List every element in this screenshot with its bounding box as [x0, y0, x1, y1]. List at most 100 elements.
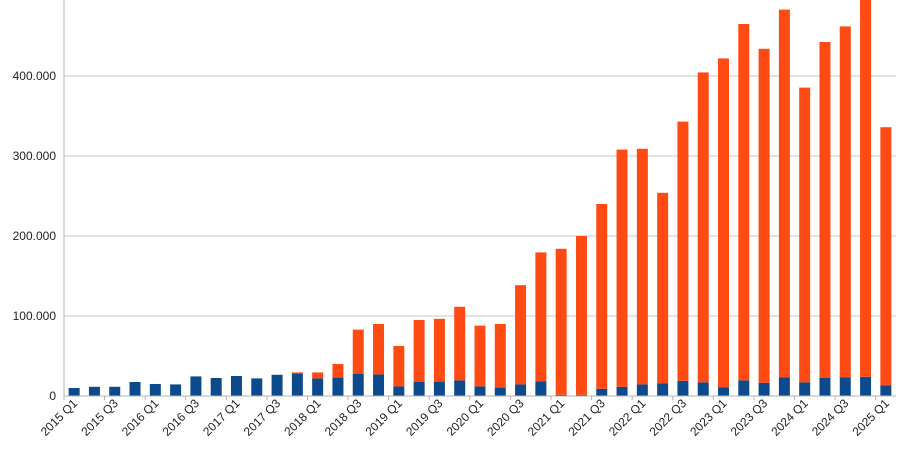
bar-segment-blue — [474, 386, 486, 396]
x-tick-label: 2018 Q3 — [322, 396, 365, 439]
x-tick-label: 2021 Q3 — [565, 396, 608, 439]
bar-segment-blue — [68, 388, 80, 396]
bar-segment-blue — [190, 376, 202, 396]
bar-segment-orange — [454, 306, 466, 381]
bar-segment-blue — [312, 378, 324, 396]
x-tick-label: 2024 Q3 — [809, 396, 852, 439]
bar-segment-blue — [535, 381, 547, 396]
bar-segment-blue — [819, 378, 831, 396]
bar-segment-blue — [515, 384, 527, 396]
bar-segment-orange — [413, 320, 425, 382]
bar-segment-blue — [657, 383, 669, 396]
x-tick-label: 2019 Q3 — [403, 396, 446, 439]
bar-segment-blue — [433, 381, 445, 396]
bar-segment-blue — [352, 374, 364, 396]
bar-segment-orange — [575, 236, 587, 395]
bar-segment-orange — [880, 127, 892, 386]
bar-segment-blue — [799, 382, 811, 396]
x-tick-label: 2022 Q3 — [647, 396, 690, 439]
y-tick-label: 200.000 — [13, 229, 57, 243]
bar-segment-blue — [738, 380, 750, 396]
bar-segment-orange — [474, 325, 486, 387]
bar-segment-blue — [880, 385, 892, 396]
x-tick-label: 2023 Q3 — [728, 396, 771, 439]
bar-segment-blue — [454, 380, 466, 396]
bar-segment-orange — [312, 372, 324, 379]
bar-segment-blue — [373, 374, 385, 396]
x-tick-label: 2021 Q1 — [525, 396, 568, 439]
bar-segment-blue — [332, 377, 344, 396]
x-tick-label: 2016 Q1 — [119, 396, 162, 439]
bar-segment-blue — [129, 382, 141, 396]
x-tick-label: 2017 Q1 — [200, 396, 243, 439]
bar-segment-orange — [860, 0, 872, 377]
bar-segment-orange — [494, 324, 506, 388]
bar-segment-orange — [433, 318, 445, 382]
bar-segment-blue — [697, 382, 709, 396]
bar-segment-orange — [738, 24, 750, 381]
y-tick-label: 100.000 — [13, 309, 57, 323]
bar-segment-blue — [555, 394, 567, 396]
bar-segment-blue — [393, 386, 405, 396]
x-tick-label: 2015 Q1 — [38, 396, 81, 439]
x-tick-label: 2017 Q3 — [241, 396, 284, 439]
bar-segment-orange — [697, 72, 709, 383]
x-tick-label: 2019 Q1 — [362, 396, 405, 439]
bar-segment-blue — [636, 384, 648, 396]
bar-segment-blue — [718, 387, 730, 396]
bar-segment-blue — [271, 374, 283, 396]
bar-segment-orange — [718, 58, 730, 388]
bar-segment-orange — [799, 87, 811, 383]
bar-segment-blue — [109, 386, 121, 396]
bar-segment-blue — [210, 378, 222, 396]
bar-segment-blue — [230, 376, 242, 396]
x-tick-label: 2020 Q1 — [444, 396, 487, 439]
bar-segment-blue — [616, 386, 628, 396]
bar-segment-orange — [555, 248, 567, 395]
bar-segment-blue — [839, 377, 851, 396]
bar-segment-orange — [758, 48, 770, 383]
bar-segment-orange — [616, 149, 628, 387]
y-tick-label: 0 — [49, 389, 56, 403]
x-tick-label: 2018 Q1 — [281, 396, 324, 439]
x-tick-label: 2020 Q3 — [484, 396, 527, 439]
bar-segment-blue — [251, 378, 263, 396]
bar-segment-blue — [88, 386, 100, 396]
x-tick-label: 2022 Q1 — [606, 396, 649, 439]
bar-segment-blue — [494, 387, 506, 396]
x-tick-label: 2025 Q1 — [850, 396, 893, 439]
x-tick-label: 2023 Q1 — [687, 396, 730, 439]
bar-segment-orange — [535, 252, 547, 382]
bar-segment-orange — [393, 346, 405, 387]
x-tick-label: 2024 Q1 — [768, 396, 811, 439]
bar-segment-blue — [778, 377, 790, 396]
bar-segment-blue — [149, 384, 161, 396]
y-tick-label: 500.000 — [13, 0, 57, 3]
bar-segment-orange — [291, 372, 303, 374]
bar-segment-blue — [413, 382, 425, 396]
bar-segment-orange — [373, 324, 385, 375]
bar-segment-orange — [778, 9, 790, 378]
bar-segment-blue — [860, 376, 872, 396]
bar-segment-orange — [819, 42, 831, 378]
bar-segment-blue — [170, 384, 182, 396]
y-tick-label: 300.000 — [13, 149, 57, 163]
bar-segment-orange — [596, 204, 608, 389]
bar-segment-orange — [352, 329, 364, 374]
bar-segment-orange — [657, 192, 669, 384]
x-tick-label: 2015 Q3 — [78, 396, 121, 439]
bar-segment-blue — [596, 388, 608, 396]
bar-segment-orange — [636, 148, 648, 385]
bar-segment-blue — [291, 373, 303, 396]
bar-segment-blue — [758, 382, 770, 396]
x-tick-label: 2016 Q3 — [160, 396, 203, 439]
bar-segment-orange — [677, 121, 689, 381]
bar-segment-orange — [839, 26, 851, 378]
y-tick-label: 400.000 — [13, 69, 57, 83]
bar-segment-blue — [575, 394, 587, 396]
bar-segment-orange — [515, 285, 527, 385]
bar-segment-blue — [677, 380, 689, 396]
bar-segment-orange — [332, 364, 344, 378]
